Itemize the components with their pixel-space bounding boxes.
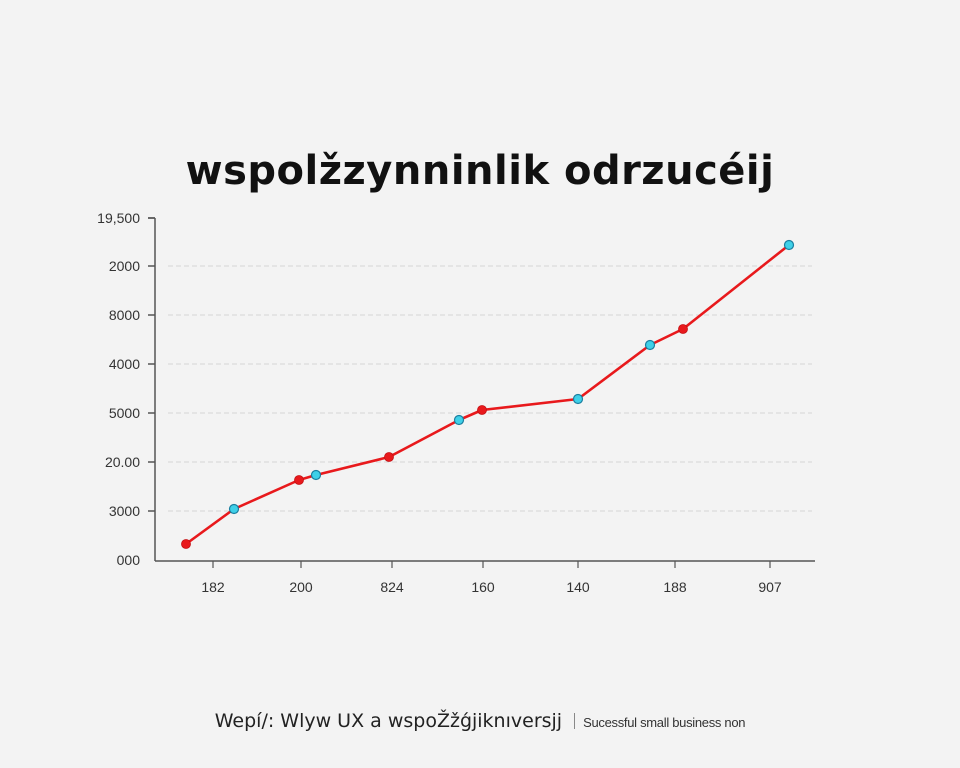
data-point-marker-red	[181, 539, 191, 549]
y-tick-label: 5000	[109, 405, 140, 421]
data-point-marker-red	[678, 324, 688, 334]
x-tick-label: 200	[289, 579, 313, 595]
data-point-marker-red	[294, 475, 304, 485]
x-tick-label: 182	[201, 579, 225, 595]
x-tick-label: 824	[380, 579, 404, 595]
gridlines	[168, 265, 812, 512]
caption: Wepí/: Wlyw UX a wspoŽžǵjiknıversjj Suces…	[0, 710, 960, 732]
chart-title: wspolžzynninlik odrzucéij	[185, 148, 775, 194]
x-tick-label: 907	[758, 579, 782, 595]
y-tick-label: 19,500	[97, 210, 140, 226]
data-point-marker-cyan	[310, 469, 322, 481]
data-point-marker-red	[384, 452, 394, 462]
y-tick-label: 4000	[109, 356, 140, 372]
caption-sub: Sucessful small business non	[583, 715, 746, 730]
x-axis-ticks: 182 200 824 160 140 188 907	[201, 561, 782, 595]
y-tick-label: 20.00	[105, 454, 140, 470]
data-markers	[181, 239, 795, 549]
data-point-marker-cyan	[572, 393, 584, 405]
y-tick-label: 2000	[109, 258, 140, 274]
y-tick-label: 8000	[109, 307, 140, 323]
caption-separator	[574, 713, 576, 729]
data-point-marker-cyan	[228, 503, 240, 515]
data-point-marker-red	[477, 405, 487, 415]
x-tick-label: 188	[663, 579, 687, 595]
y-tick-label: 3000	[109, 503, 140, 519]
y-tick-label: 000	[117, 552, 141, 568]
x-tick-label: 140	[566, 579, 590, 595]
axes	[148, 217, 815, 562]
data-point-marker-cyan	[644, 339, 656, 351]
data-point-marker-cyan	[453, 414, 465, 426]
y-axis-ticks: 000 3000 20.00 5000 4000 8000 2000 19,500	[97, 210, 155, 568]
caption-main: Wepí/: Wlyw UX a wspoŽžǵjiknıversjj	[214, 710, 563, 732]
data-point-marker-cyan	[783, 239, 795, 251]
x-tick-label: 160	[471, 579, 495, 595]
data-line	[184, 243, 791, 546]
